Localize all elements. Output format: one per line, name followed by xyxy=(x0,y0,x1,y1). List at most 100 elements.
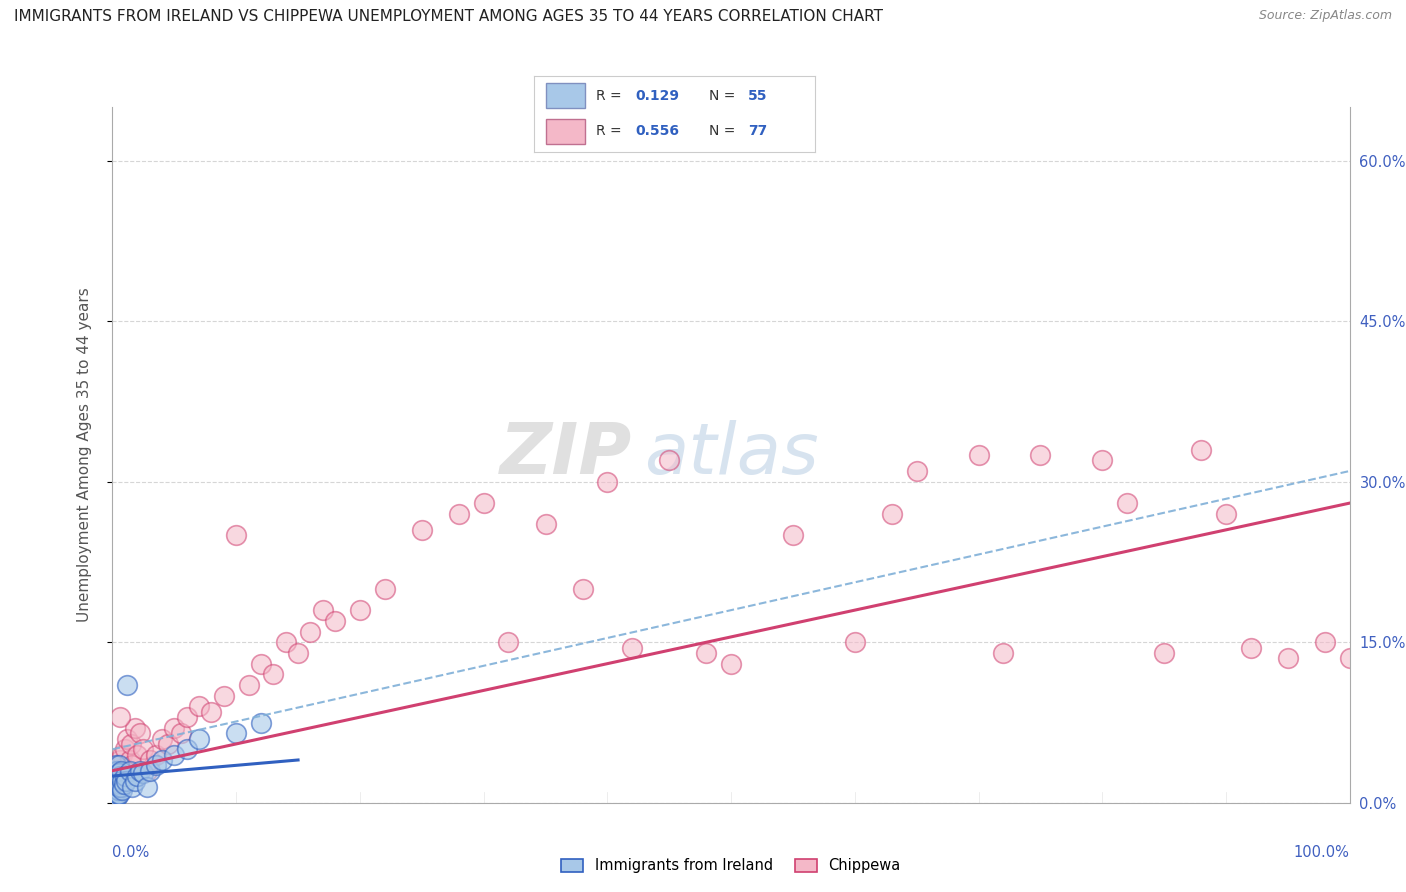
Point xyxy=(110,776,132,790)
Text: Source: ZipAtlas.com: Source: ZipAtlas.com xyxy=(1258,9,1392,22)
Point xyxy=(157,737,180,751)
Point xyxy=(169,726,191,740)
Point xyxy=(1215,507,1237,521)
Point xyxy=(103,780,125,794)
Point xyxy=(105,764,128,778)
Point xyxy=(121,780,143,794)
Point xyxy=(110,762,132,776)
Point xyxy=(411,523,433,537)
Point xyxy=(250,657,273,671)
Point xyxy=(112,764,135,778)
Point xyxy=(108,774,131,789)
Point xyxy=(498,635,520,649)
Point xyxy=(118,764,141,778)
Point xyxy=(127,769,149,783)
Text: atlas: atlas xyxy=(644,420,820,490)
Point xyxy=(967,448,990,462)
Point xyxy=(658,453,681,467)
Point xyxy=(447,507,470,521)
Text: N =: N = xyxy=(709,124,740,138)
Text: 55: 55 xyxy=(748,88,768,103)
Point xyxy=(176,710,198,724)
Point xyxy=(720,657,742,671)
Legend: Immigrants from Ireland, Chippewa: Immigrants from Ireland, Chippewa xyxy=(555,853,907,879)
Point xyxy=(104,783,127,797)
Point xyxy=(108,776,131,790)
Point xyxy=(145,747,167,762)
Point xyxy=(250,715,273,730)
Point xyxy=(1116,496,1139,510)
Point xyxy=(107,780,129,794)
Point xyxy=(782,528,804,542)
Point xyxy=(132,742,155,756)
Point xyxy=(1029,448,1052,462)
Point xyxy=(136,764,159,778)
Text: 100.0%: 100.0% xyxy=(1294,845,1350,860)
Point xyxy=(571,582,593,596)
Point xyxy=(176,742,198,756)
Point xyxy=(107,774,129,789)
Point xyxy=(108,780,131,794)
Text: N =: N = xyxy=(709,88,740,103)
Point xyxy=(163,747,186,762)
Point xyxy=(108,710,131,724)
Point xyxy=(107,783,129,797)
Point xyxy=(108,774,131,789)
Point xyxy=(111,747,134,762)
Point xyxy=(1339,651,1361,665)
Point xyxy=(104,764,127,778)
Point xyxy=(101,790,124,805)
Point xyxy=(107,769,129,783)
Point xyxy=(1091,453,1114,467)
Point xyxy=(108,753,131,767)
Point xyxy=(111,769,134,783)
FancyBboxPatch shape xyxy=(546,119,585,144)
Point xyxy=(150,731,173,746)
Y-axis label: Unemployment Among Ages 35 to 44 years: Unemployment Among Ages 35 to 44 years xyxy=(77,287,91,623)
Point xyxy=(108,769,131,783)
Point xyxy=(138,753,160,767)
Point xyxy=(323,614,346,628)
Point xyxy=(1240,640,1263,655)
Point xyxy=(188,731,211,746)
Point xyxy=(114,742,136,756)
Point xyxy=(112,776,135,790)
Point xyxy=(844,635,866,649)
Point xyxy=(880,507,903,521)
Point xyxy=(128,726,150,740)
Point xyxy=(262,667,284,681)
Point xyxy=(349,603,371,617)
Point xyxy=(374,582,396,596)
Point xyxy=(1313,635,1336,649)
Point xyxy=(287,646,309,660)
Point xyxy=(104,790,127,805)
Point xyxy=(110,764,132,778)
Point xyxy=(105,758,128,772)
Point xyxy=(238,678,260,692)
Text: 0.556: 0.556 xyxy=(636,124,679,138)
Point xyxy=(107,764,129,778)
Point xyxy=(115,765,138,780)
Point xyxy=(124,774,146,789)
Point xyxy=(312,603,335,617)
Point xyxy=(150,753,173,767)
Point xyxy=(117,731,139,746)
Point xyxy=(128,764,150,778)
Point xyxy=(905,464,928,478)
Point xyxy=(103,769,125,783)
Point xyxy=(274,635,297,649)
Point xyxy=(163,721,186,735)
Point xyxy=(534,517,557,532)
Point xyxy=(299,624,322,639)
Point xyxy=(993,646,1015,660)
Point xyxy=(110,780,132,794)
Point xyxy=(103,785,125,799)
Text: 0.0%: 0.0% xyxy=(112,845,149,860)
Point xyxy=(107,758,129,772)
Point xyxy=(472,496,495,510)
Point xyxy=(103,787,125,801)
Point xyxy=(107,758,129,772)
Point xyxy=(124,721,146,735)
Point xyxy=(596,475,619,489)
Point xyxy=(105,769,128,783)
